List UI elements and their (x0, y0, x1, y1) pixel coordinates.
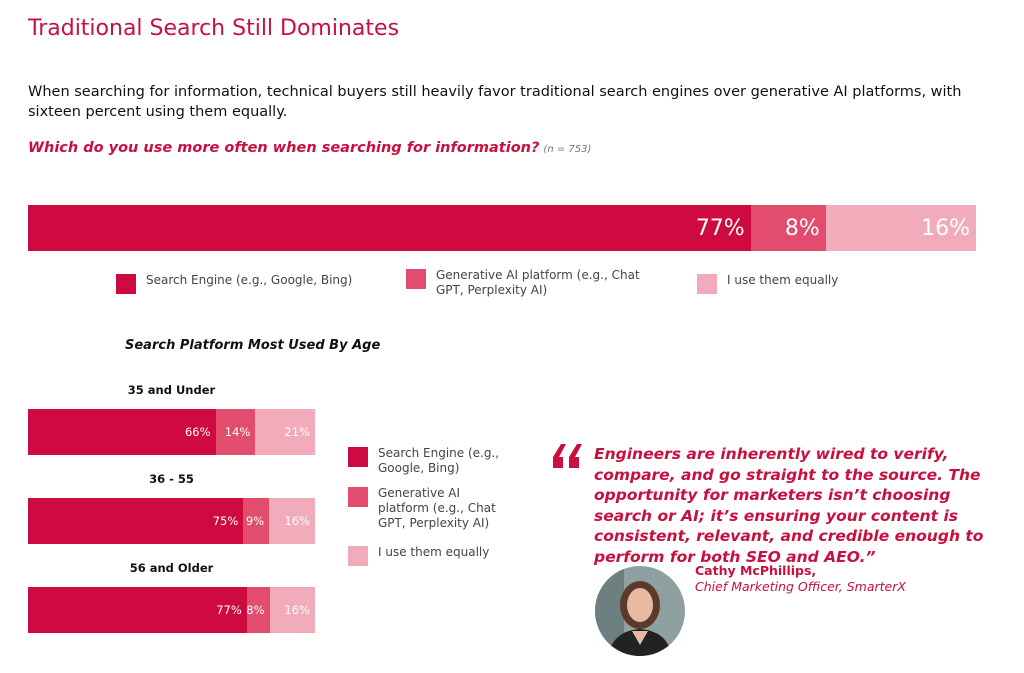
question: Which do you use more often when searchi… (28, 140, 591, 156)
legend-label: Generative AI platform (e.g., Chat GPT, … (378, 486, 496, 530)
quote-role: Chief Marketing Officer, SmarterX (695, 579, 906, 594)
legend-label: Generative AI platform (e.g., Chat GPT, … (436, 268, 640, 297)
bar-segment: 77% (28, 587, 247, 633)
value-label: 8% (784, 215, 820, 241)
legend-swatch (116, 274, 136, 294)
author-photo (595, 566, 685, 656)
chart-title: Search Platform Most Used By Age (125, 338, 381, 353)
legend-label: I use them equally (727, 273, 839, 287)
value-label: 16% (284, 514, 310, 528)
title: Traditional Search Still Dominates (28, 16, 400, 41)
bar-segment: 8% (750, 205, 826, 251)
value-label: 8% (246, 603, 265, 617)
bar-segment: 16% (825, 205, 976, 251)
legend-swatch (697, 274, 717, 294)
legend-label: I use them equally (378, 545, 490, 559)
value-label: 16% (284, 603, 310, 617)
value-label: 66% (184, 425, 211, 439)
legend-label: Search Engine (e.g., Google, Bing) (378, 446, 500, 475)
bar-segment: 9% (243, 498, 270, 544)
quote-text: Engineers are inherently wired to verify… (594, 445, 984, 566)
category-label: 36 - 55 (149, 472, 194, 486)
quote-glyph (553, 444, 582, 468)
quote-mark (553, 444, 582, 468)
photo-content (595, 566, 685, 656)
value-label: 77% (695, 215, 745, 241)
bar-segment: 75% (28, 498, 244, 544)
legend-swatch (348, 546, 368, 566)
sample-size: (n = 753) (543, 144, 592, 155)
category-label: 56 and Older (129, 561, 214, 575)
value-label: 21% (284, 425, 310, 439)
value-label: 75% (212, 514, 239, 528)
question-text: Which do you use more often when searchi… (28, 140, 540, 156)
value-label: 77% (216, 603, 242, 617)
legend-swatch (348, 447, 368, 467)
category-label: 35 and Under (127, 383, 216, 397)
bar-segment: 21% (255, 409, 315, 455)
description: When searching for information, technica… (28, 84, 962, 120)
bar-segment: 8% (246, 587, 270, 633)
value-label: 16% (921, 215, 970, 241)
quote-author: Cathy McPhillips, (695, 563, 817, 578)
bar-segment: 14% (215, 409, 256, 455)
bar-segment: 16% (269, 587, 315, 633)
legend-swatch (406, 269, 426, 289)
bar-segment: 66% (28, 409, 216, 455)
value-label: 9% (245, 514, 265, 528)
legend-swatch (348, 487, 368, 507)
value-label: 14% (224, 425, 251, 439)
legend-label: Search Engine (e.g., Google, Bing) (146, 273, 353, 287)
bar-segment: 16% (269, 498, 315, 544)
bar-segment: 77% (28, 205, 751, 251)
